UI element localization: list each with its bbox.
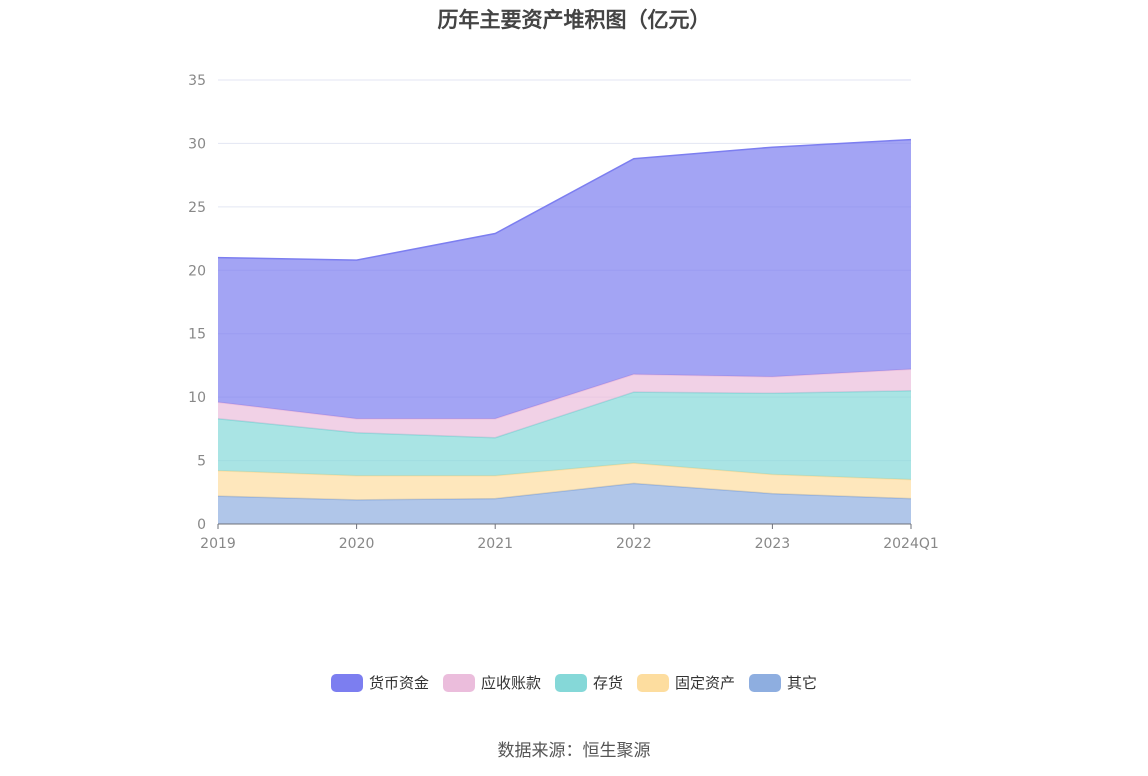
x-tick-label: 2019 xyxy=(200,536,236,552)
legend-label: 货币资金 xyxy=(368,674,429,692)
y-tick-label: 25 xyxy=(188,200,206,216)
legend-swatch xyxy=(554,673,587,692)
source-note: 数据来源：恒生聚源 xyxy=(497,741,651,761)
x-tick-label: 2024Q1 xyxy=(883,536,939,552)
x-tick-label: 2023 xyxy=(755,536,791,552)
legend-label: 固定资产 xyxy=(675,674,736,692)
legend-item[interactable]: 固定资产 xyxy=(637,672,735,693)
y-tick-label: 10 xyxy=(188,390,206,406)
legend-item[interactable]: 应收账款 xyxy=(442,672,541,693)
area-series-3 xyxy=(218,369,911,438)
x-tick-label: 2021 xyxy=(477,536,513,552)
legend-label: 其它 xyxy=(787,674,818,692)
y-tick-label: 35 xyxy=(188,73,206,89)
x-tick-label: 2022 xyxy=(616,536,652,552)
chart-title: 历年主要资产堆积图（亿元） xyxy=(437,8,711,32)
legend-item[interactable]: 存货 xyxy=(554,672,623,693)
legend-swatch xyxy=(330,673,363,692)
area-series-2 xyxy=(218,390,911,480)
y-tick-label: 5 xyxy=(197,454,206,470)
legend-item[interactable]: 货币资金 xyxy=(330,672,429,693)
chart-legend: 货币资金 应收账款 存货 固定资产 其它 xyxy=(0,672,1148,693)
area-series-0 xyxy=(218,483,911,524)
legend-label: 存货 xyxy=(592,674,623,692)
y-tick-label: 30 xyxy=(188,136,206,152)
area-series-edge-1 xyxy=(217,462,912,481)
legend-swatch xyxy=(637,673,669,692)
legend-label: 应收账款 xyxy=(480,674,541,692)
x-tick-label: 2020 xyxy=(339,536,375,552)
y-tick-label: 0 xyxy=(197,517,206,533)
y-tick-label: 15 xyxy=(188,327,206,343)
legend-swatch xyxy=(749,673,782,692)
legend-swatch xyxy=(442,673,475,692)
chart-plot: 0 5 10 15 20 25 30 35 2019 2020 2021 2022 2023 2024Q1 xyxy=(188,73,939,552)
area-series-4 xyxy=(218,139,911,419)
area-series-edge-4 xyxy=(217,138,912,261)
y-tick-label: 20 xyxy=(188,263,206,279)
legend-item[interactable]: 其它 xyxy=(749,672,817,693)
